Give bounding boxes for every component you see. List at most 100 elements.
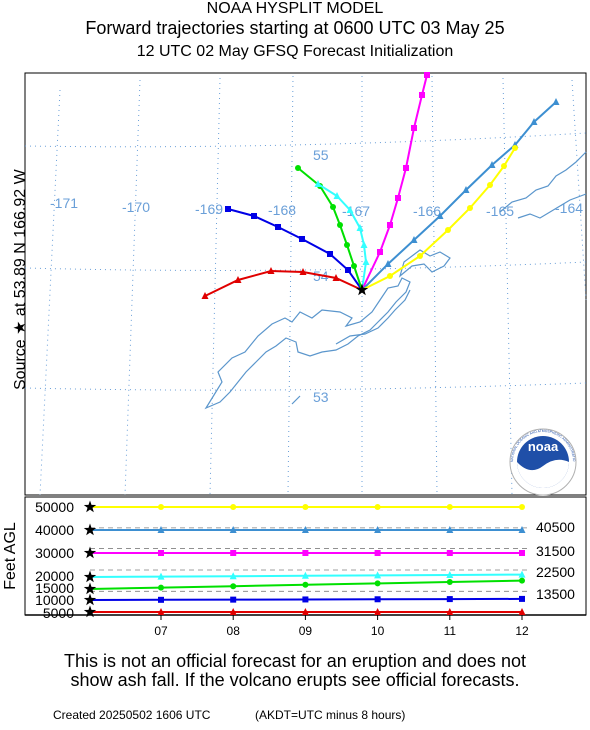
trajectory-point-red xyxy=(267,267,275,274)
trajectory-point-steelblue xyxy=(384,260,392,267)
disclaimer: This is not an official forecast for an … xyxy=(0,652,590,690)
trajectory-point-red xyxy=(299,268,307,275)
y-tick-label: 10000 xyxy=(35,592,74,608)
y-tick-label: 20000 xyxy=(35,568,74,584)
height-series-steelblue xyxy=(83,523,526,536)
trajectory-point-steelblue xyxy=(436,212,444,219)
disclaimer-line-1: This is not an official forecast for an … xyxy=(64,651,526,671)
trajectory-line-yellow xyxy=(361,147,516,291)
lat-line-55 xyxy=(24,132,587,148)
trajectory-point-magenta xyxy=(403,165,409,171)
height-start-star xyxy=(83,605,97,618)
lon-line-3 xyxy=(209,77,221,496)
height-point-green xyxy=(446,579,453,585)
height-point-cyan xyxy=(301,571,309,579)
lat-line-54 xyxy=(24,261,587,271)
y-tick-label: 5000 xyxy=(43,605,74,621)
lon-line-1 xyxy=(39,89,61,496)
lat-label: 53 xyxy=(313,389,329,405)
y-tick-label: 40000 xyxy=(35,522,74,538)
title-line-1: NOAA HYSPLIT MODEL xyxy=(206,0,384,17)
map-panel: -171 -170 -169 -168 -167 -166 -165 -164 … xyxy=(0,0,587,496)
height-point-yellow xyxy=(519,504,525,510)
title-line-2: Forward trajectories starting at 0600 UT… xyxy=(85,18,505,38)
x-tick-label: 12 xyxy=(515,624,529,638)
height-point-cyan xyxy=(518,570,526,578)
height-point-green xyxy=(302,581,309,588)
lon-label: -171 xyxy=(50,195,78,211)
lon-label: -169 xyxy=(195,201,223,217)
height-point-magenta xyxy=(158,550,164,556)
trajectory-point-steelblue xyxy=(410,236,418,243)
lon-label: -164 xyxy=(555,200,583,216)
trajectory-point-yellow xyxy=(417,253,423,259)
trajectories xyxy=(201,72,560,299)
height-point-steelblue xyxy=(301,526,309,533)
x-tick-label: 11 xyxy=(444,624,457,638)
lat-line-53 xyxy=(24,382,587,391)
trajectory-point-magenta xyxy=(411,125,417,131)
height-point-green xyxy=(374,580,381,587)
coastline-akutan xyxy=(398,249,451,278)
height-start-star xyxy=(83,523,97,536)
lon-label: -167 xyxy=(342,203,370,219)
trajectory-point-yellow xyxy=(467,205,473,211)
height-series xyxy=(83,500,527,618)
height-start-star xyxy=(83,570,97,583)
trajectory-point-blue xyxy=(251,213,257,219)
height-series-red xyxy=(83,605,526,618)
height-right-labels: 40500 31500 22500 13500 xyxy=(536,519,575,602)
trajectory-red xyxy=(201,267,363,299)
coastline-peninsula-south xyxy=(517,193,587,219)
y-tick-label: 15000 xyxy=(35,580,74,596)
trajectory-point-red xyxy=(332,274,340,281)
height-point-cyan xyxy=(374,571,382,579)
noaa-logo-text: noaa xyxy=(528,439,559,454)
height-point-steelblue xyxy=(446,526,454,533)
y-tick-label: 50000 xyxy=(35,499,74,515)
height-point-yellow xyxy=(158,504,164,510)
height-point-magenta xyxy=(230,550,237,556)
x-tick-label: 09 xyxy=(299,624,313,638)
lon-line-6 xyxy=(431,75,438,496)
height-point-yellow xyxy=(302,504,309,510)
height-point-red xyxy=(446,608,454,615)
height-axis-label: Feet AGL xyxy=(2,522,19,590)
source-star xyxy=(355,283,369,296)
trajectory-point-cyan xyxy=(356,224,364,231)
height-point-magenta xyxy=(374,550,381,556)
trajectory-point-blue xyxy=(299,236,305,242)
height-point-green xyxy=(230,583,237,590)
trajectory-point-green xyxy=(295,165,301,171)
height-point-yellow xyxy=(446,504,453,510)
height-point-red xyxy=(229,608,237,615)
trajectory-point-steelblue xyxy=(462,186,470,193)
trajectory-point-yellow xyxy=(512,145,518,151)
height-point-yellow xyxy=(374,504,381,510)
lon-line-4 xyxy=(287,75,294,496)
coastline-islet xyxy=(291,395,301,405)
height-point-yellow xyxy=(230,504,237,510)
trajectory-line-red xyxy=(204,269,363,297)
y-tick-label: 30000 xyxy=(35,545,74,561)
trajectory-point-blue xyxy=(225,206,231,212)
trajectory-point-magenta xyxy=(419,92,425,98)
disclaimer-line-2: show ash fall. If the volcano erupts see… xyxy=(70,670,520,690)
trajectory-point-green xyxy=(344,242,350,248)
coastline-unalaska xyxy=(204,277,411,410)
trajectory-point-green xyxy=(330,204,336,210)
height-y-labels: 50000 40000 30000 20000 15000 10000 5000 xyxy=(35,499,74,621)
x-tick-label: 10 xyxy=(371,624,385,638)
height-point-cyan xyxy=(157,572,165,580)
lon-line-7 xyxy=(502,77,513,496)
height-series-yellow xyxy=(83,500,525,513)
trajectory-point-green xyxy=(351,263,357,269)
height-start-star xyxy=(83,582,97,595)
trajectory-point-magenta xyxy=(395,195,401,201)
trajectory-point-cyan xyxy=(333,192,341,199)
created-timestamp: Created 20250502 1606 UTC xyxy=(53,708,211,722)
trajectory-point-blue xyxy=(327,251,333,257)
height-point-blue xyxy=(230,596,237,603)
height-start-star xyxy=(83,500,97,513)
